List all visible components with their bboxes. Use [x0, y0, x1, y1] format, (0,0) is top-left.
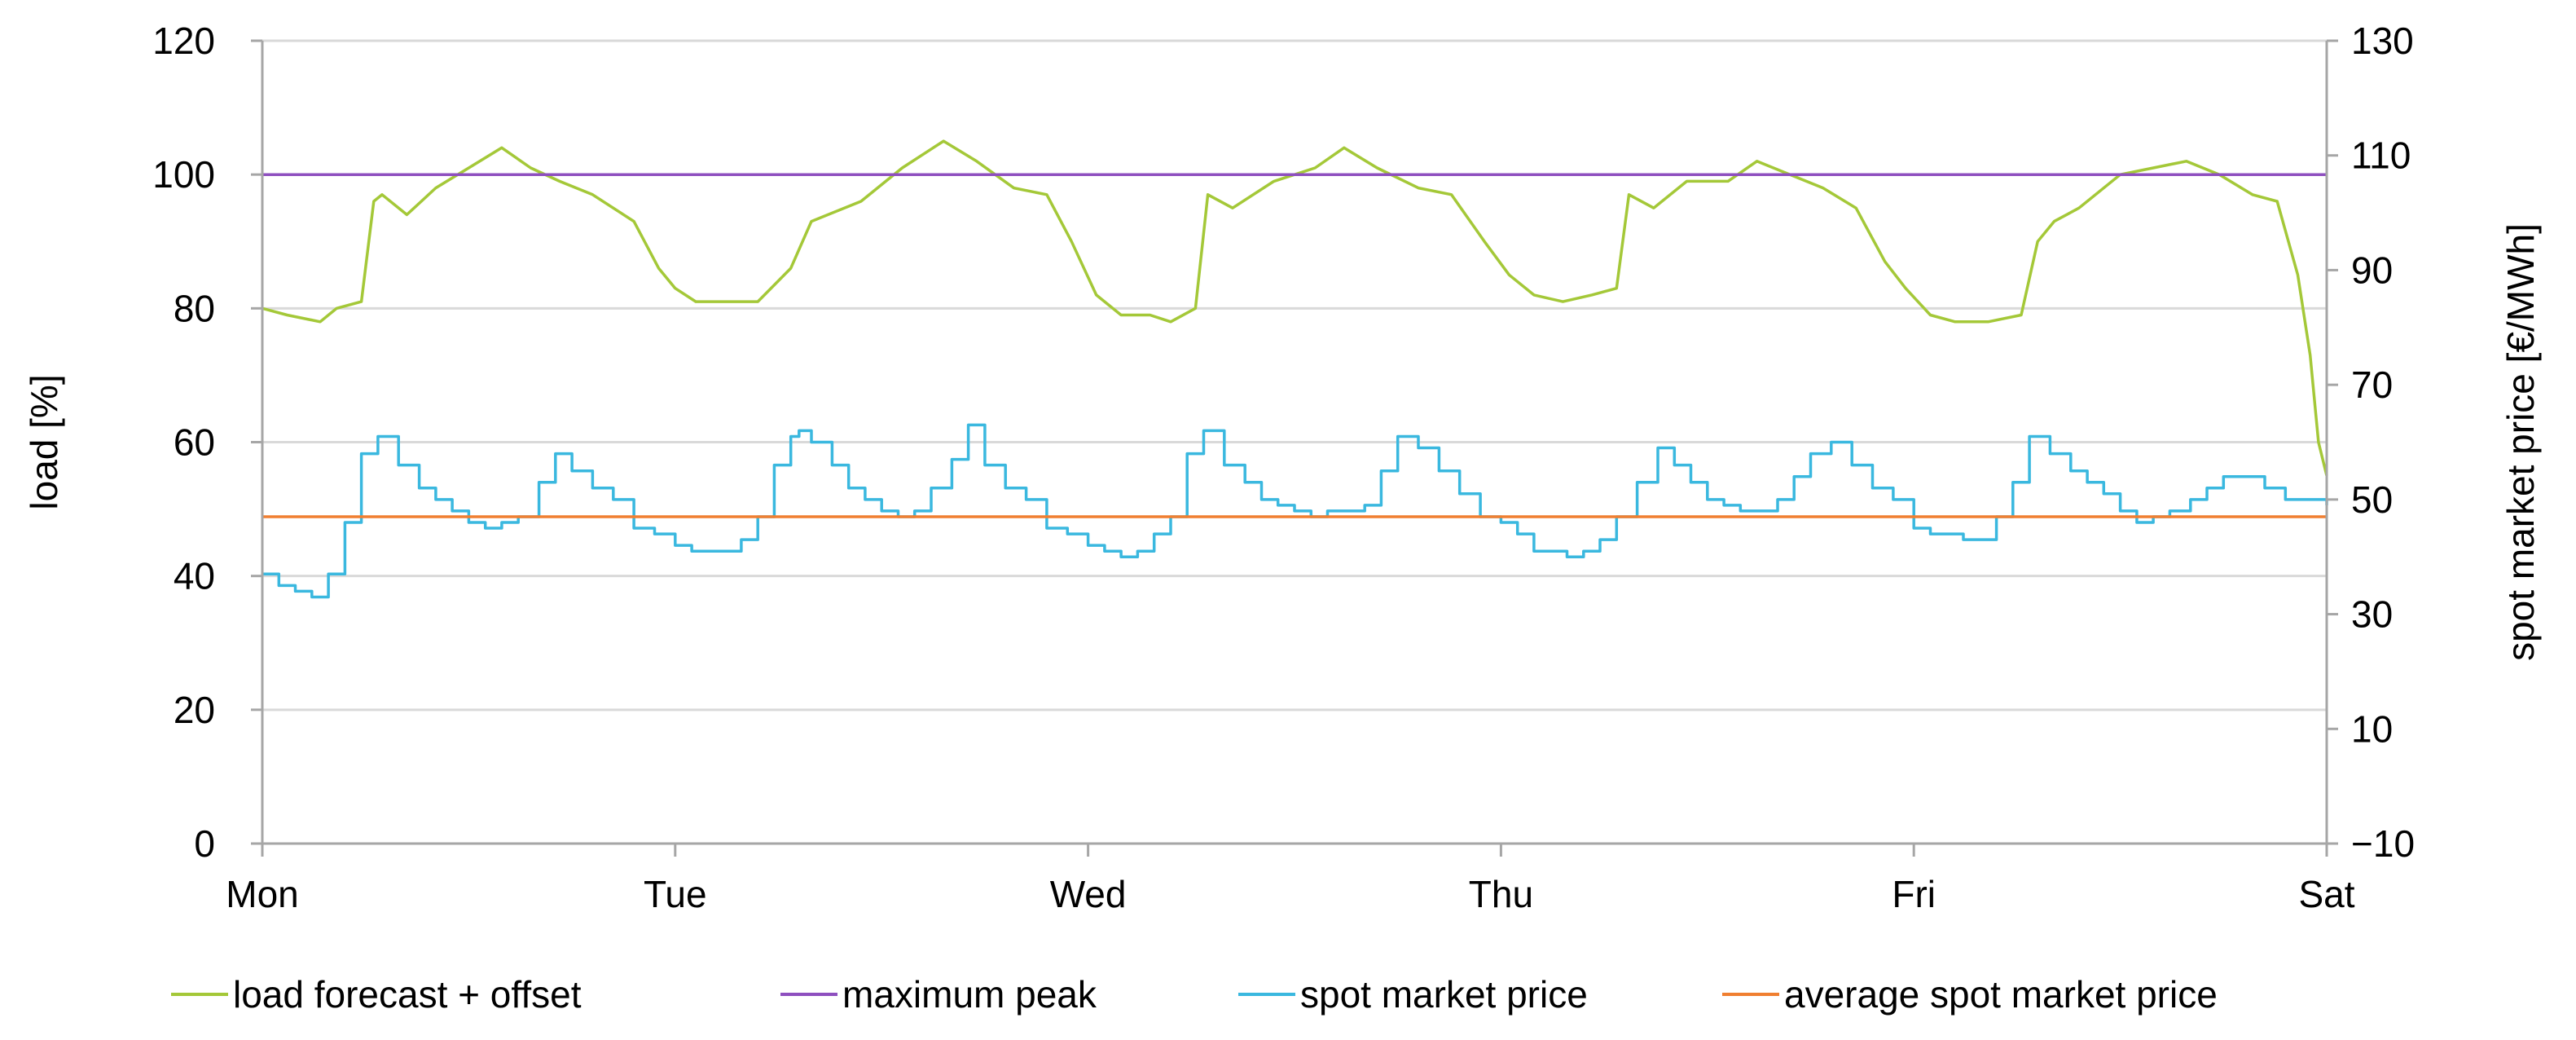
- x-tick-label: Fri: [1892, 873, 1936, 915]
- x-tick-label: Wed: [1050, 873, 1127, 915]
- right-axis-title: spot market price [€/MWh]: [2499, 223, 2542, 661]
- right-tick-label: 130: [2351, 20, 2414, 62]
- legend-label: load forecast + offset: [233, 973, 582, 1016]
- series-line-spot-market-price: [262, 423, 2328, 599]
- legend-label: maximum peak: [842, 973, 1097, 1016]
- left-tick-label: 40: [174, 555, 215, 597]
- left-axis-title: load [%]: [23, 374, 65, 509]
- legend-label: average spot market price: [1784, 973, 2218, 1016]
- legend-label: spot market price: [1300, 973, 1588, 1016]
- left-tick-label: 100: [152, 153, 215, 196]
- right-tick-label: 70: [2351, 364, 2393, 406]
- axes: [251, 39, 2338, 857]
- left-tick-label: 120: [152, 20, 215, 62]
- x-tick-label: Mon: [226, 873, 298, 915]
- right-tick-label: 90: [2351, 249, 2393, 291]
- left-tick-label: 0: [194, 822, 215, 865]
- x-tick-label: Sat: [2298, 873, 2354, 915]
- right-tick-label: 50: [2351, 478, 2393, 521]
- tick-labels: 0 20 40 60 80 100 120 −10 10 30 50 70 90 110 130 Mon Tue…: [152, 20, 2415, 915]
- x-tick-label: Tue: [644, 873, 707, 915]
- right-tick-label: 30: [2351, 593, 2393, 636]
- right-tick-label: −10: [2351, 822, 2415, 865]
- right-tick-label: 110: [2351, 134, 2411, 177]
- series-layer: [262, 139, 2328, 599]
- left-tick-label: 60: [174, 421, 215, 464]
- gridlines: [262, 39, 2327, 712]
- legend: load forecast + offset maximum peak spot m…: [171, 973, 2218, 1016]
- right-tick-label: 10: [2351, 707, 2393, 750]
- x-tick-label: Thu: [1469, 873, 1533, 915]
- left-tick-label: 20: [174, 689, 215, 731]
- left-tick-label: 80: [174, 287, 215, 329]
